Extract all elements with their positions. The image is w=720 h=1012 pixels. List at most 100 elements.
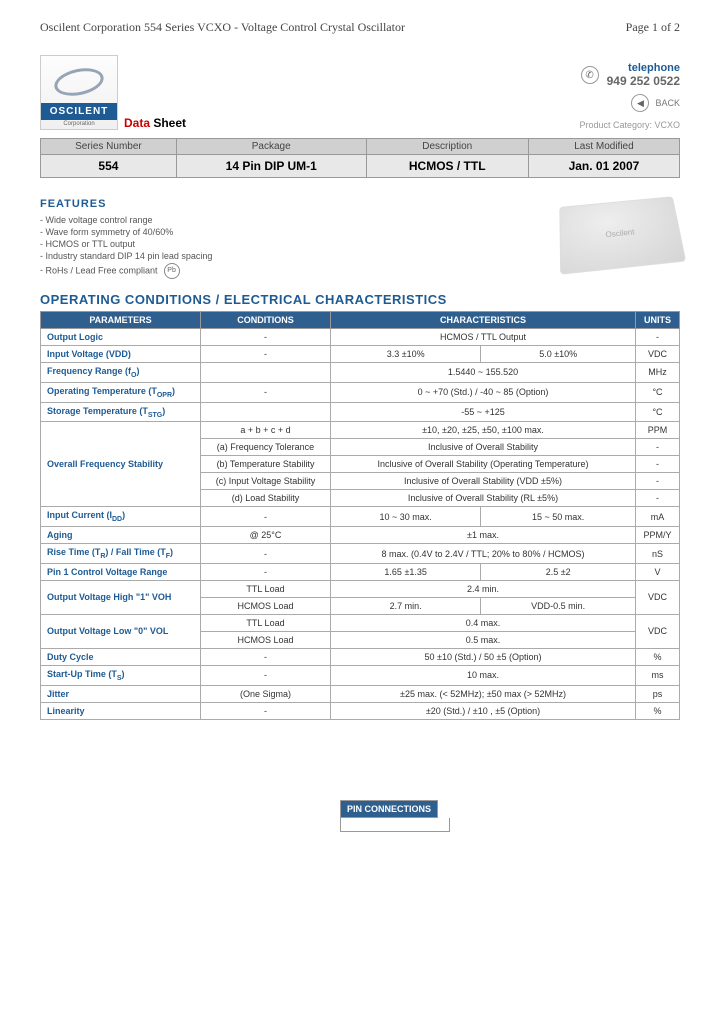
spec-char: 1.5440 ~ 155.520	[331, 363, 636, 383]
logo-block: OSCILENT Corporation Data Sheet	[40, 55, 186, 130]
spec-param: Start-Up Time (TS)	[41, 665, 201, 685]
logo-box: OSCILENT Corporation	[40, 55, 118, 130]
spec-cond: HCMOS Load	[201, 631, 331, 648]
product-category: Product Category: VCXO	[579, 120, 680, 130]
info-header: Description	[366, 139, 528, 155]
spec-char: Inclusive of Overall Stability (RL ±5%)	[331, 490, 636, 507]
spec-char: 0.4 max.	[331, 614, 636, 631]
spec-cond: (a) Frequency Tolerance	[201, 439, 331, 456]
spec-param: Frequency Range (fO)	[41, 363, 201, 383]
spec-cond	[201, 402, 331, 422]
spec-param: Jitter	[41, 685, 201, 702]
back-button[interactable]: ◀ BACK	[579, 94, 680, 112]
spec-table: PARAMETERS CONDITIONS CHARACTERISTICS UN…	[40, 311, 680, 720]
features-row: FEATURES Wide voltage control range Wave…	[40, 198, 680, 280]
spec-char: 15 ~ 50 max.	[481, 507, 636, 527]
spec-char: Inclusive of Overall Stability (Operatin…	[331, 456, 636, 473]
section-title: OPERATING CONDITIONS / ELECTRICAL CHARAC…	[40, 292, 680, 307]
phone-icon: ✆	[581, 66, 599, 84]
spec-char: ±25 max. (< 52MHz); ±50 max (> 52MHz)	[331, 685, 636, 702]
telephone-label: telephone	[607, 62, 680, 74]
feature-item: Wave form symmetry of 40/60%	[40, 226, 212, 238]
spec-param: Linearity	[41, 702, 201, 719]
features-title: FEATURES	[40, 198, 212, 210]
spec-cond: (c) Input Voltage Stability	[201, 473, 331, 490]
spec-char: 50 ±10 (Std.) / 50 ±5 (Option)	[331, 648, 636, 665]
spec-param: Aging	[41, 527, 201, 544]
spec-char: 2.5 ±2	[481, 563, 636, 580]
spec-char: -55 ~ +125	[331, 402, 636, 422]
spec-cond: -	[201, 507, 331, 527]
info-header: Series Number	[41, 139, 177, 155]
spec-cond: -	[201, 544, 331, 564]
spec-param: Input Current (IDD)	[41, 507, 201, 527]
spec-cond: TTL Load	[201, 580, 331, 597]
spec-char: Inclusive of Overall Stability (VDD ±5%)	[331, 473, 636, 490]
header-right: Page 1 of 2	[626, 20, 680, 35]
pin-connections-box	[340, 818, 450, 832]
spec-cond: -	[201, 346, 331, 363]
spec-unit: mA	[636, 507, 680, 527]
feature-item: Industry standard DIP 14 pin lead spacin…	[40, 250, 212, 262]
spec-cond: TTL Load	[201, 614, 331, 631]
spec-cond: @ 25°C	[201, 527, 331, 544]
spec-cond: -	[201, 702, 331, 719]
spec-char: 2.7 min.	[331, 597, 481, 614]
pb-free-icon: Pb	[164, 263, 180, 279]
spec-unit: -	[636, 456, 680, 473]
spec-header-param: PARAMETERS	[41, 312, 201, 329]
spec-unit: -	[636, 329, 680, 346]
spec-char: 5.0 ±10%	[481, 346, 636, 363]
spec-unit: MHz	[636, 363, 680, 383]
spec-unit: PPM/Y	[636, 527, 680, 544]
spec-cond: (b) Temperature Stability	[201, 456, 331, 473]
spec-cond: -	[201, 648, 331, 665]
spec-cond: HCMOS Load	[201, 597, 331, 614]
info-value: 554	[41, 155, 177, 178]
spec-header-char: CHARACTERISTICS	[331, 312, 636, 329]
logo-corp: Corporation	[63, 120, 94, 129]
spec-char: 10 ~ 30 max.	[331, 507, 481, 527]
spec-char: 8 max. (0.4V to 2.4V / TTL; 20% to 80% /…	[331, 544, 636, 564]
product-image: Oscilent	[559, 196, 686, 274]
spec-param: Storage Temperature (TSTG)	[41, 402, 201, 422]
spec-cond: -	[201, 329, 331, 346]
info-value: HCMOS / TTL	[366, 155, 528, 178]
features-block: FEATURES Wide voltage control range Wave…	[40, 198, 212, 280]
spec-unit: PPM	[636, 422, 680, 439]
spec-param: Pin 1 Control Voltage Range	[41, 563, 201, 580]
contact-block: ✆ telephone 949 252 0522 ◀ BACK Product …	[579, 62, 680, 130]
feature-item: RoHs / Lead Free compliantPb	[40, 262, 212, 280]
top-row: OSCILENT Corporation Data Sheet ✆ teleph…	[40, 55, 680, 130]
back-arrow-icon: ◀	[631, 94, 649, 112]
telephone-number: 949 252 0522	[607, 74, 680, 88]
spec-param: Operating Temperature (TOPR)	[41, 382, 201, 402]
spec-param: Overall Frequency Stability	[41, 422, 201, 507]
info-table: Series Number Package Description Last M…	[40, 138, 680, 178]
spec-cond	[201, 363, 331, 383]
spec-param: Output Voltage High "1" VOH	[41, 580, 201, 614]
data-sheet-label: Data Sheet	[124, 116, 186, 130]
spec-char: VDD-0.5 min.	[481, 597, 636, 614]
spec-param: Input Voltage (VDD)	[41, 346, 201, 363]
spec-unit: °C	[636, 402, 680, 422]
spec-cond: (d) Load Stability	[201, 490, 331, 507]
spec-unit: -	[636, 439, 680, 456]
spec-char: 10 max.	[331, 665, 636, 685]
spec-param: Output Logic	[41, 329, 201, 346]
header-left: Oscilent Corporation 554 Series VCXO - V…	[40, 20, 405, 35]
spec-char: 3.3 ±10%	[331, 346, 481, 363]
spec-char: ±20 (Std.) / ±10 , ±5 (Option)	[331, 702, 636, 719]
spec-unit: nS	[636, 544, 680, 564]
spec-char: ±1 max.	[331, 527, 636, 544]
info-header: Last Modified	[528, 139, 679, 155]
spec-unit: °C	[636, 382, 680, 402]
spec-unit: VDC	[636, 614, 680, 648]
info-value: Jan. 01 2007	[528, 155, 679, 178]
spec-unit: %	[636, 648, 680, 665]
logo-brand: OSCILENT	[41, 103, 117, 120]
spec-param: Output Voltage Low "0" VOL	[41, 614, 201, 648]
spec-unit: V	[636, 563, 680, 580]
spec-unit: VDC	[636, 580, 680, 614]
spec-char: Inclusive of Overall Stability	[331, 439, 636, 456]
